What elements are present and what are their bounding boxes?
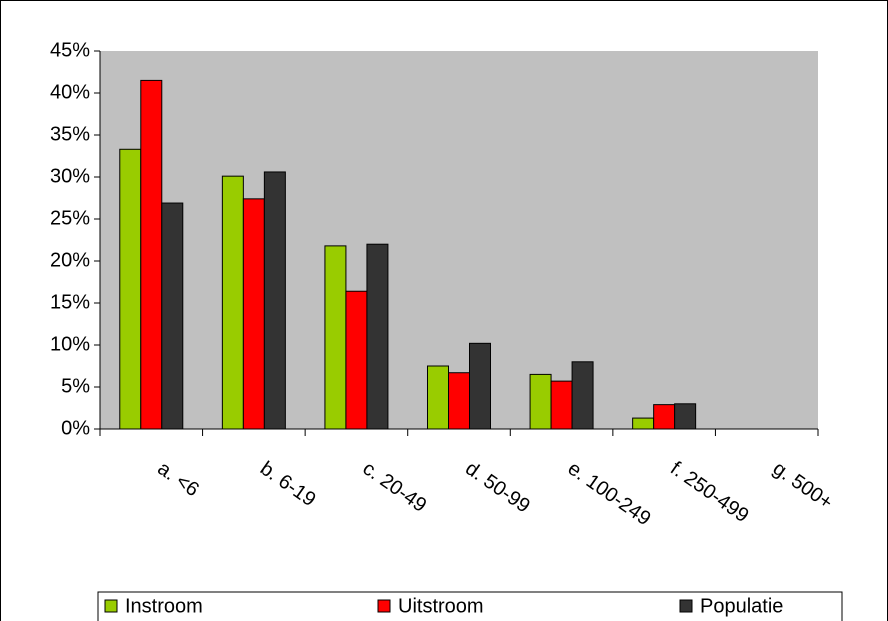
legend-item: Instroom: [104, 595, 203, 617]
plot-area: [100, 51, 818, 429]
bar: [653, 404, 676, 430]
y-tick-label: 10%: [50, 333, 90, 355]
bar: [324, 245, 347, 430]
bar: [529, 373, 552, 430]
bar: [366, 243, 389, 430]
y-tick-label: 45%: [50, 39, 90, 61]
legend-label: Uitstroom: [398, 595, 484, 617]
bar: [345, 290, 368, 430]
bar: [119, 148, 142, 430]
legend-label: Populatie: [700, 595, 783, 617]
bar: [263, 171, 286, 430]
bar: [571, 361, 594, 430]
y-tick-label: 30%: [50, 165, 90, 187]
y-tick-label: 5%: [61, 375, 90, 397]
y-tick-label: 20%: [50, 249, 90, 271]
bar: [161, 202, 184, 430]
y-tick-label: 25%: [50, 207, 90, 229]
y-tick-label: 0%: [61, 417, 90, 439]
legend-swatch: [679, 599, 693, 613]
bar: [140, 79, 163, 430]
y-tick-label: 15%: [50, 291, 90, 313]
bar: [469, 342, 491, 430]
legend-box: [97, 591, 843, 621]
bar: [632, 417, 655, 430]
legend-swatch: [104, 599, 118, 613]
bar: [550, 380, 573, 430]
legend-swatch: [377, 599, 391, 613]
bar: [674, 403, 697, 430]
legend-label: Instroom: [125, 595, 203, 617]
y-tick-label: 40%: [50, 81, 90, 103]
bar: [242, 198, 265, 430]
legend-item: Uitstroom: [377, 595, 484, 617]
y-tick-label: 35%: [50, 123, 90, 145]
bar: [221, 175, 244, 430]
legend-item: Populatie: [679, 595, 783, 617]
bar: [427, 365, 449, 430]
bar: [448, 372, 470, 430]
